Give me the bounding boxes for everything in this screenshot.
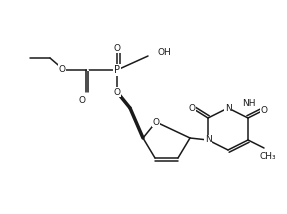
Text: P: P	[114, 65, 120, 75]
Text: N: N	[225, 104, 231, 113]
Text: NH: NH	[242, 98, 255, 107]
Text: O: O	[113, 88, 121, 97]
Text: O: O	[189, 104, 195, 113]
Text: O: O	[59, 64, 65, 73]
Text: OH: OH	[158, 48, 172, 56]
Text: N: N	[205, 135, 211, 144]
Text: O: O	[152, 117, 160, 126]
Text: O: O	[113, 43, 121, 52]
Text: O: O	[79, 96, 86, 105]
Text: CH₃: CH₃	[260, 152, 277, 161]
Text: O: O	[261, 106, 267, 114]
